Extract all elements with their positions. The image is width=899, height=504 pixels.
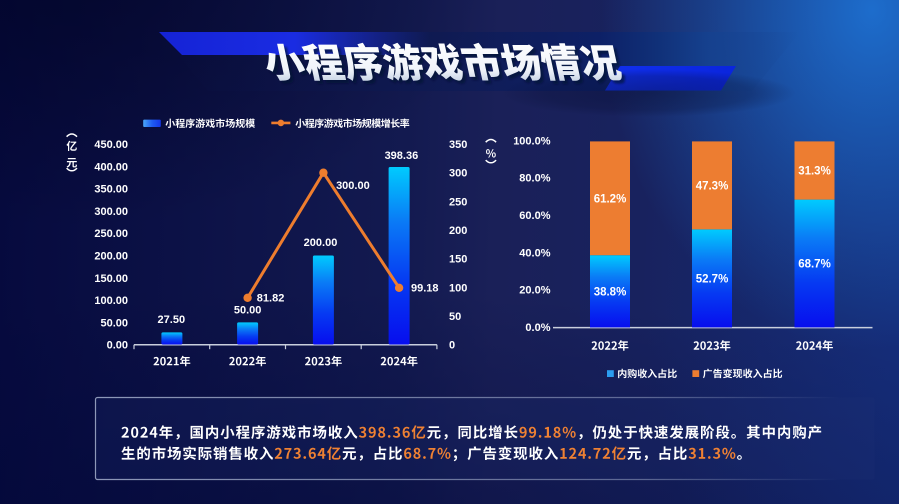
svg-text:31.3%: 31.3% bbox=[798, 166, 831, 178]
svg-text:68.7%: 68.7% bbox=[798, 259, 831, 271]
svg-text:81.82: 81.82 bbox=[257, 292, 285, 304]
svg-text:200: 200 bbox=[449, 225, 467, 237]
svg-text:150: 150 bbox=[449, 254, 467, 266]
svg-text:100: 100 bbox=[449, 282, 467, 294]
svg-text:60.0%: 60.0% bbox=[519, 210, 550, 222]
svg-text:50.00: 50.00 bbox=[234, 304, 262, 316]
svg-text:300.00: 300.00 bbox=[336, 180, 370, 192]
svg-text:150.00: 150.00 bbox=[94, 273, 128, 285]
svg-text:0: 0 bbox=[449, 340, 455, 352]
svg-text:27.50: 27.50 bbox=[158, 314, 186, 326]
svg-text:61.2%: 61.2% bbox=[594, 194, 627, 206]
svg-text:80.0%: 80.0% bbox=[519, 173, 550, 185]
svg-text:250.00: 250.00 bbox=[94, 228, 128, 240]
svg-text:99.18: 99.18 bbox=[411, 282, 439, 294]
svg-text:38.8%: 38.8% bbox=[594, 286, 627, 298]
svg-text:400.00: 400.00 bbox=[94, 161, 128, 173]
svg-text:350: 350 bbox=[449, 139, 467, 151]
svg-text:47.3%: 47.3% bbox=[696, 181, 729, 193]
svg-text:200.00: 200.00 bbox=[94, 251, 128, 263]
svg-text:250: 250 bbox=[449, 196, 467, 208]
svg-text:52.7%: 52.7% bbox=[696, 274, 729, 286]
svg-text:300.00: 300.00 bbox=[94, 206, 128, 218]
svg-text:50.00: 50.00 bbox=[100, 317, 128, 329]
svg-text:200.00: 200.00 bbox=[304, 237, 338, 249]
svg-text:20.0%: 20.0% bbox=[519, 285, 550, 297]
svg-text:450.00: 450.00 bbox=[94, 139, 128, 151]
svg-text:100.00: 100.00 bbox=[94, 295, 128, 307]
svg-text:350.00: 350.00 bbox=[94, 184, 128, 196]
svg-text:398.36: 398.36 bbox=[385, 150, 419, 162]
svg-text:300: 300 bbox=[449, 168, 467, 180]
svg-text:0.0%: 0.0% bbox=[525, 322, 550, 334]
svg-text:100.0%: 100.0% bbox=[513, 135, 551, 147]
svg-text:50: 50 bbox=[449, 311, 461, 323]
svg-text:40.0%: 40.0% bbox=[519, 247, 550, 259]
svg-text:0.00: 0.00 bbox=[107, 340, 128, 352]
